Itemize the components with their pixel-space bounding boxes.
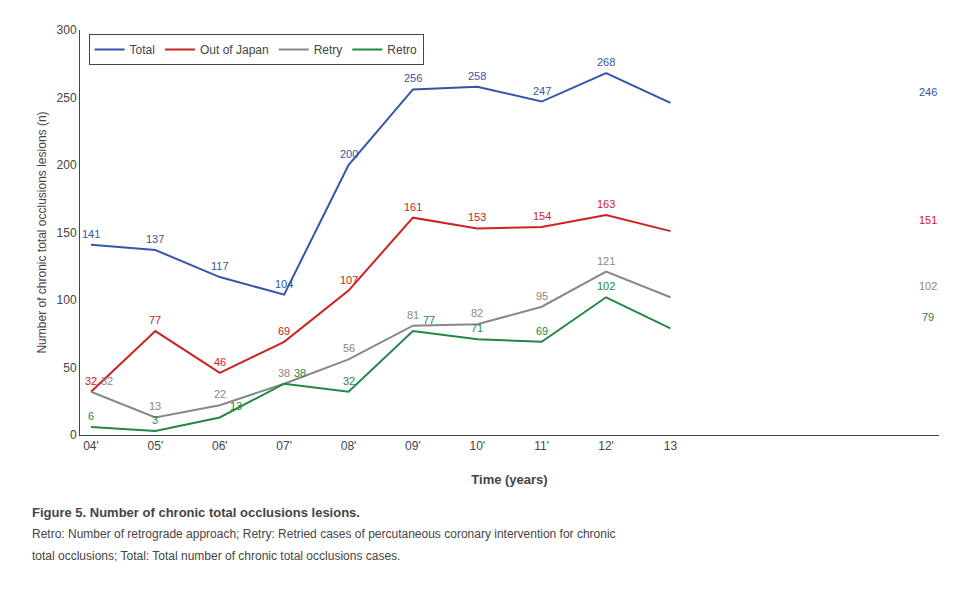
svg-text:150: 150: [57, 226, 77, 240]
svg-text:200: 200: [340, 148, 358, 160]
svg-text:04': 04': [83, 439, 99, 453]
svg-text:258: 258: [468, 70, 486, 82]
svg-text:Retro: Retro: [387, 43, 417, 57]
svg-text:247: 247: [533, 85, 551, 97]
svg-text:77: 77: [149, 314, 161, 326]
svg-text:32: 32: [101, 375, 113, 387]
svg-text:10': 10': [469, 439, 485, 453]
svg-text:46: 46: [214, 356, 226, 368]
svg-text:05': 05': [148, 439, 164, 453]
svg-text:69: 69: [536, 325, 548, 337]
svg-text:82: 82: [471, 307, 483, 319]
svg-text:161: 161: [404, 201, 422, 213]
svg-text:06': 06': [212, 439, 228, 453]
svg-text:268: 268: [597, 56, 615, 68]
svg-text:95: 95: [536, 290, 548, 302]
svg-text:300: 300: [57, 23, 77, 37]
svg-text:154: 154: [533, 210, 551, 222]
svg-text:121: 121: [597, 255, 615, 267]
svg-text:50: 50: [63, 361, 77, 375]
svg-text:107: 107: [340, 274, 358, 286]
svg-text:0: 0: [70, 428, 77, 442]
svg-text:Figure 5. Number of chronic to: Figure 5. Number of chronic total occlus…: [32, 505, 360, 520]
svg-text:13: 13: [664, 439, 678, 453]
svg-text:Number of chronic total occlus: Number of chronic total occlusions lesio…: [35, 111, 49, 353]
svg-text:Out of Japan: Out of Japan: [200, 43, 269, 57]
svg-text:12': 12': [598, 439, 614, 453]
svg-text:104: 104: [275, 278, 293, 290]
svg-text:151: 151: [919, 214, 937, 226]
svg-text:08': 08': [341, 439, 357, 453]
svg-text:246: 246: [919, 86, 937, 98]
svg-text:22: 22: [214, 388, 226, 400]
svg-text:38: 38: [294, 367, 306, 379]
svg-text:250: 250: [57, 91, 77, 105]
svg-text:38: 38: [278, 367, 290, 379]
svg-text:163: 163: [597, 198, 615, 210]
svg-text:13: 13: [230, 400, 242, 412]
svg-text:71: 71: [471, 322, 483, 334]
svg-text:141: 141: [82, 228, 100, 240]
svg-text:09': 09': [405, 439, 421, 453]
svg-text:11': 11': [534, 439, 549, 453]
svg-text:81: 81: [407, 309, 419, 321]
svg-text:32: 32: [343, 375, 355, 387]
svg-text:Total: Total: [130, 43, 155, 57]
svg-text:07': 07': [276, 439, 292, 453]
svg-text:Time (years): Time (years): [471, 472, 547, 487]
svg-text:13: 13: [149, 400, 161, 412]
svg-text:102: 102: [597, 280, 615, 292]
svg-text:Retry: Retry: [314, 43, 343, 57]
svg-text:102: 102: [919, 280, 937, 292]
svg-text:Retro: Number of retrograde ap: Retro: Number of retrograde approach; Re…: [32, 527, 616, 541]
svg-text:117: 117: [211, 260, 229, 272]
svg-text:69: 69: [278, 325, 290, 337]
svg-text:153: 153: [468, 211, 486, 223]
svg-text:200: 200: [57, 158, 77, 172]
svg-text:137: 137: [146, 233, 164, 245]
svg-text:6: 6: [88, 410, 94, 422]
svg-text:100: 100: [57, 293, 77, 307]
svg-text:total occlusions; Total: Total: total occlusions; Total: Total number of…: [32, 549, 400, 563]
svg-text:3: 3: [152, 414, 158, 426]
svg-text:32: 32: [85, 375, 97, 387]
svg-text:79: 79: [922, 311, 934, 323]
svg-text:56: 56: [343, 342, 355, 354]
svg-text:77: 77: [423, 314, 435, 326]
svg-text:256: 256: [404, 72, 422, 84]
